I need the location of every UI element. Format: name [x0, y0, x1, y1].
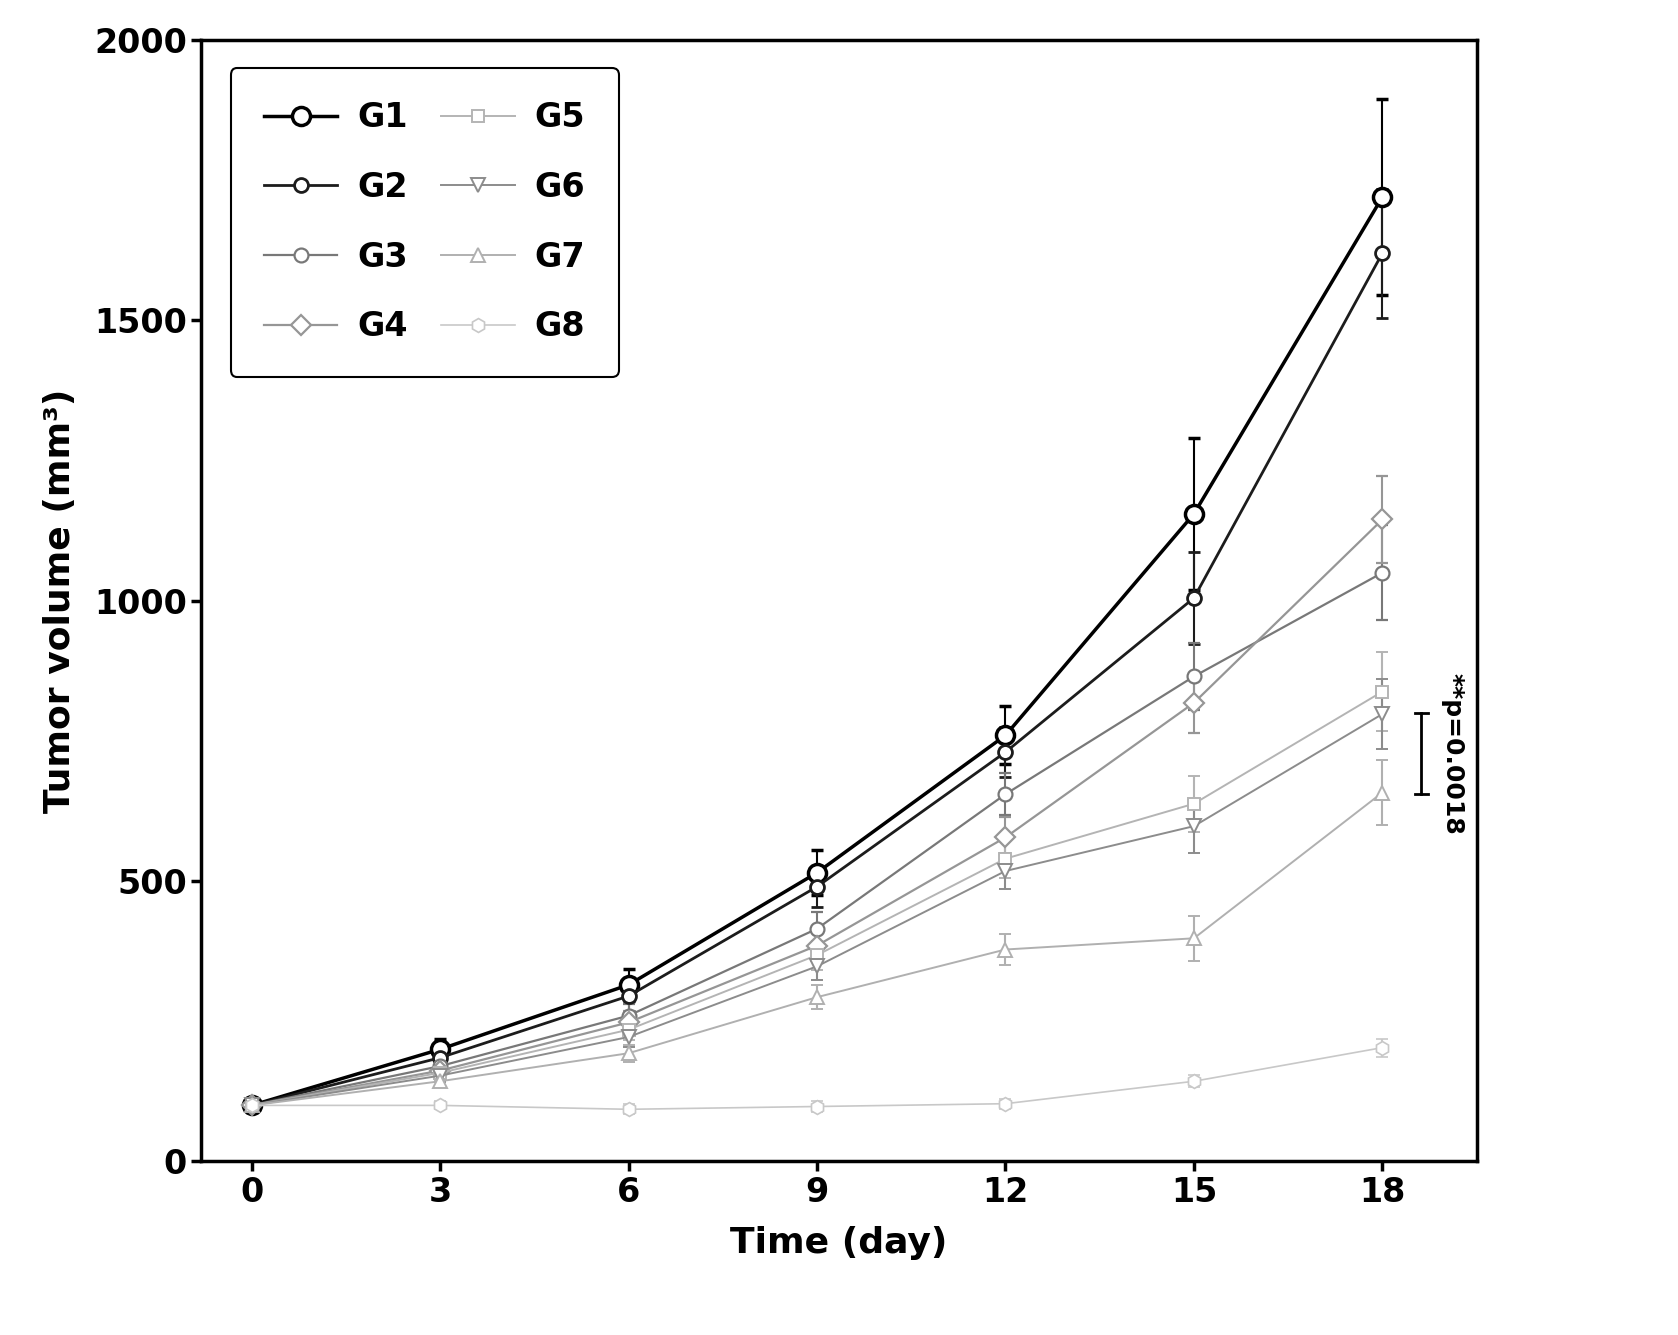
Text: **p=0.0018: **p=0.0018	[1440, 673, 1465, 834]
Legend: G1, G2, G3, G4, G5, G6, G7, G8: G1, G2, G3, G4, G5, G6, G7, G8	[232, 68, 619, 376]
Y-axis label: Tumor volume (mm³): Tumor volume (mm³)	[44, 388, 77, 813]
X-axis label: Time (day): Time (day)	[730, 1226, 948, 1260]
